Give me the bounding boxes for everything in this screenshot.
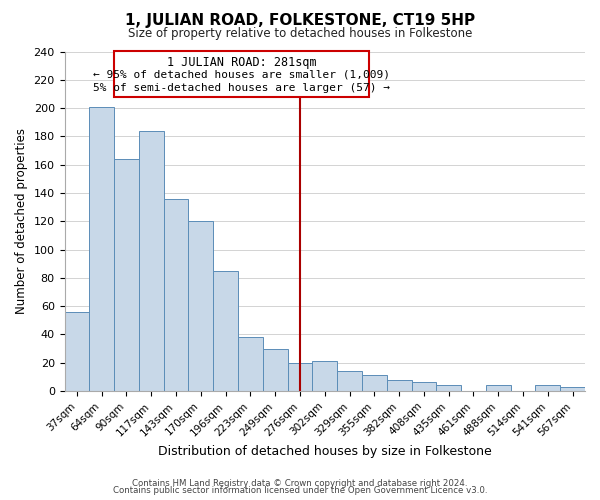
Bar [238, 337, 263, 391]
Bar [337, 371, 362, 391]
Text: 5% of semi-detached houses are larger (57) →: 5% of semi-detached houses are larger (5… [93, 82, 390, 92]
Text: ← 95% of detached houses are smaller (1,009): ← 95% of detached houses are smaller (1,… [93, 70, 390, 80]
Text: 1 JULIAN ROAD: 281sqm: 1 JULIAN ROAD: 281sqm [167, 56, 317, 68]
Bar [114, 52, 370, 97]
Bar [287, 362, 313, 391]
Bar [263, 348, 287, 391]
Bar [560, 386, 585, 391]
Text: Size of property relative to detached houses in Folkestone: Size of property relative to detached ho… [128, 28, 472, 40]
Bar [387, 380, 412, 391]
Text: 1, JULIAN ROAD, FOLKESTONE, CT19 5HP: 1, JULIAN ROAD, FOLKESTONE, CT19 5HP [125, 12, 475, 28]
Bar [89, 106, 114, 391]
Bar [313, 362, 337, 391]
Bar [114, 159, 139, 391]
X-axis label: Distribution of detached houses by size in Folkestone: Distribution of detached houses by size … [158, 444, 491, 458]
Bar [65, 312, 89, 391]
Bar [436, 386, 461, 391]
Bar [412, 382, 436, 391]
Y-axis label: Number of detached properties: Number of detached properties [15, 128, 28, 314]
Bar [188, 221, 213, 391]
Bar [164, 198, 188, 391]
Text: Contains HM Land Registry data © Crown copyright and database right 2024.: Contains HM Land Registry data © Crown c… [132, 478, 468, 488]
Bar [486, 386, 511, 391]
Bar [213, 270, 238, 391]
Bar [139, 130, 164, 391]
Bar [362, 376, 387, 391]
Text: Contains public sector information licensed under the Open Government Licence v3: Contains public sector information licen… [113, 486, 487, 495]
Bar [535, 386, 560, 391]
